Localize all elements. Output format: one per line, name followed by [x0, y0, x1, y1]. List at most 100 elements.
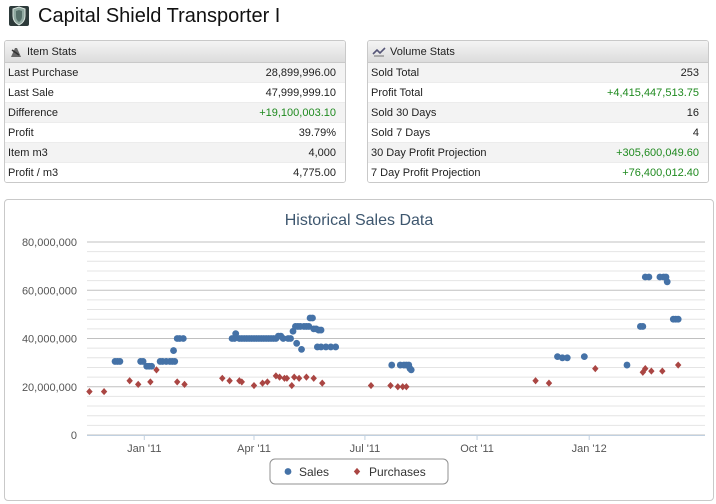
volume_stats-value: +76,400,012.40 [622, 167, 699, 179]
x-tick-label: Jan '12 [572, 443, 607, 455]
legend-sales-label[interactable]: Sales [299, 465, 329, 479]
purchases-point[interactable] [250, 381, 258, 390]
purchases-point[interactable] [272, 372, 280, 380]
item_stats-label: Last Sale [8, 86, 54, 99]
sales-point[interactable] [148, 362, 156, 370]
sales-point[interactable] [309, 314, 316, 322]
legend-purchases-label[interactable]: Purchases [369, 465, 426, 479]
purchases-point[interactable] [399, 383, 406, 391]
volume_stats-value: +4,415,447,513.75 [606, 86, 699, 99]
purchases-point[interactable] [545, 379, 553, 387]
sales-point[interactable] [645, 273, 653, 281]
volume_stats-value: 16 [686, 106, 699, 119]
historical-sales-chart: 0 20,000,000 40,000,000 60,000,000 80,000,00… [22, 212, 705, 485]
sales-point[interactable] [674, 315, 682, 323]
purchases-point[interactable] [532, 377, 539, 385]
volume_stats-label: Sold Total [371, 66, 420, 79]
chart-title: Historical Sales Data [285, 212, 434, 229]
purchases-point[interactable] [394, 383, 402, 391]
chart-legend[interactable]: Sales Purchases [269, 458, 449, 485]
purchases-point[interactable] [100, 387, 108, 396]
sales-point[interactable] [298, 345, 305, 353]
sales-point[interactable] [388, 361, 396, 369]
sales-point[interactable] [116, 358, 124, 365]
purchases-point[interactable] [295, 374, 303, 382]
purchases-point[interactable] [259, 379, 266, 387]
purchases-point[interactable] [126, 377, 133, 385]
item_stats-row: Profit 39.79% [5, 123, 345, 143]
volume_stats-row: 30 Day Profit Projection +305,600,049.60 [368, 143, 708, 163]
sales-point[interactable] [623, 361, 631, 369]
item-stats-rows: Last Purchase 28,899,996.00 Last Sale 47,99… [5, 63, 345, 182]
volume-stats-header: Volume Stats [368, 41, 708, 63]
sales-point[interactable] [332, 343, 340, 351]
item_stats-label: Difference [8, 106, 58, 119]
item_stats-label: Profit / m3 [8, 167, 59, 179]
sales-point[interactable] [171, 358, 179, 365]
sales-point[interactable] [639, 323, 647, 330]
sales-point[interactable] [293, 339, 301, 347]
purchases-point[interactable] [310, 374, 317, 382]
item-stats-panel: Item Stats Last Purchase 28,899,996.00 Las… [4, 40, 346, 183]
sales-point[interactable] [139, 358, 147, 365]
sales-point[interactable] [287, 335, 294, 342]
item_stats-row: Item m3 4,000 [5, 143, 345, 163]
sales-point[interactable] [279, 335, 287, 342]
volume_stats-label: Sold 30 Days [371, 106, 437, 119]
sales-point[interactable] [407, 366, 415, 374]
volume_stats-row: 7 Day Profit Projection +76,400,012.40 [368, 163, 708, 182]
purchases-point[interactable] [387, 381, 394, 390]
legend-purchases-marker[interactable] [353, 467, 361, 476]
purchases-point[interactable] [642, 365, 649, 373]
purchases-point[interactable] [264, 378, 271, 386]
y-tick-label: 80,000,000 [22, 237, 77, 249]
sales-point[interactable] [663, 278, 671, 286]
volume_stats-label: Sold 7 Days [371, 126, 431, 139]
volume_stats-row: Sold 30 Days 16 [368, 103, 708, 123]
y-tick-label: 40,000,000 [22, 334, 77, 346]
purchases-point[interactable] [153, 366, 160, 374]
item-stats-icon [11, 47, 21, 57]
purchases-point[interactable] [174, 378, 181, 386]
purchases-point[interactable] [226, 377, 233, 385]
purchases-point[interactable] [367, 381, 375, 390]
purchases-point[interactable] [86, 387, 93, 396]
purchases-point[interactable] [238, 378, 246, 386]
sales-point[interactable] [232, 330, 240, 338]
purchases-point[interactable] [659, 367, 666, 375]
sales-point[interactable] [558, 354, 566, 362]
volume_stats-row: Sold Total 253 [368, 63, 708, 83]
item_stats-value: +19,100,003.10 [259, 106, 336, 119]
purchases-point[interactable] [648, 367, 655, 375]
volume-stats-title: Volume Stats [390, 45, 455, 58]
x-tick-label: Jul '11 [350, 443, 381, 455]
purchases-point[interactable] [219, 374, 226, 382]
purchases-point[interactable] [291, 373, 298, 381]
volume-stats-rows: Sold Total 253 Profit Total +4,415,447,513.… [368, 63, 708, 182]
sales-point[interactable] [317, 326, 325, 334]
item-stats-header: Item Stats [5, 41, 345, 63]
purchases-point[interactable] [592, 365, 599, 373]
sales-point[interactable] [580, 353, 588, 360]
sales-point[interactable] [327, 343, 335, 351]
item-stats-title: Item Stats [27, 45, 77, 58]
y-tick-label: 0 [71, 430, 77, 442]
item_stats-label: Item m3 [8, 146, 48, 159]
purchases-point[interactable] [403, 383, 410, 391]
sales-point[interactable] [317, 343, 325, 351]
item_stats-value: 28,899,996.00 [265, 66, 336, 79]
purchases-point[interactable] [319, 379, 326, 387]
sales-point[interactable] [563, 354, 571, 362]
volume_stats-row: Sold 7 Days 4 [368, 123, 708, 143]
sales-point[interactable] [179, 335, 187, 342]
legend-sales-marker[interactable] [284, 468, 292, 475]
volume_stats-row: Profit Total +4,415,447,513.75 [368, 83, 708, 103]
chart-panel: 0 20,000,000 40,000,000 60,000,000 80,000,00… [4, 199, 714, 501]
item_stats-value: 47,999,999.10 [265, 86, 336, 99]
purchases-point[interactable] [303, 373, 310, 381]
purchases-point[interactable] [288, 381, 295, 390]
sales-point[interactable] [170, 347, 177, 354]
sales-point[interactable] [322, 343, 330, 351]
item_stats-label: Profit [8, 126, 34, 139]
purchases-point[interactable] [147, 378, 154, 386]
